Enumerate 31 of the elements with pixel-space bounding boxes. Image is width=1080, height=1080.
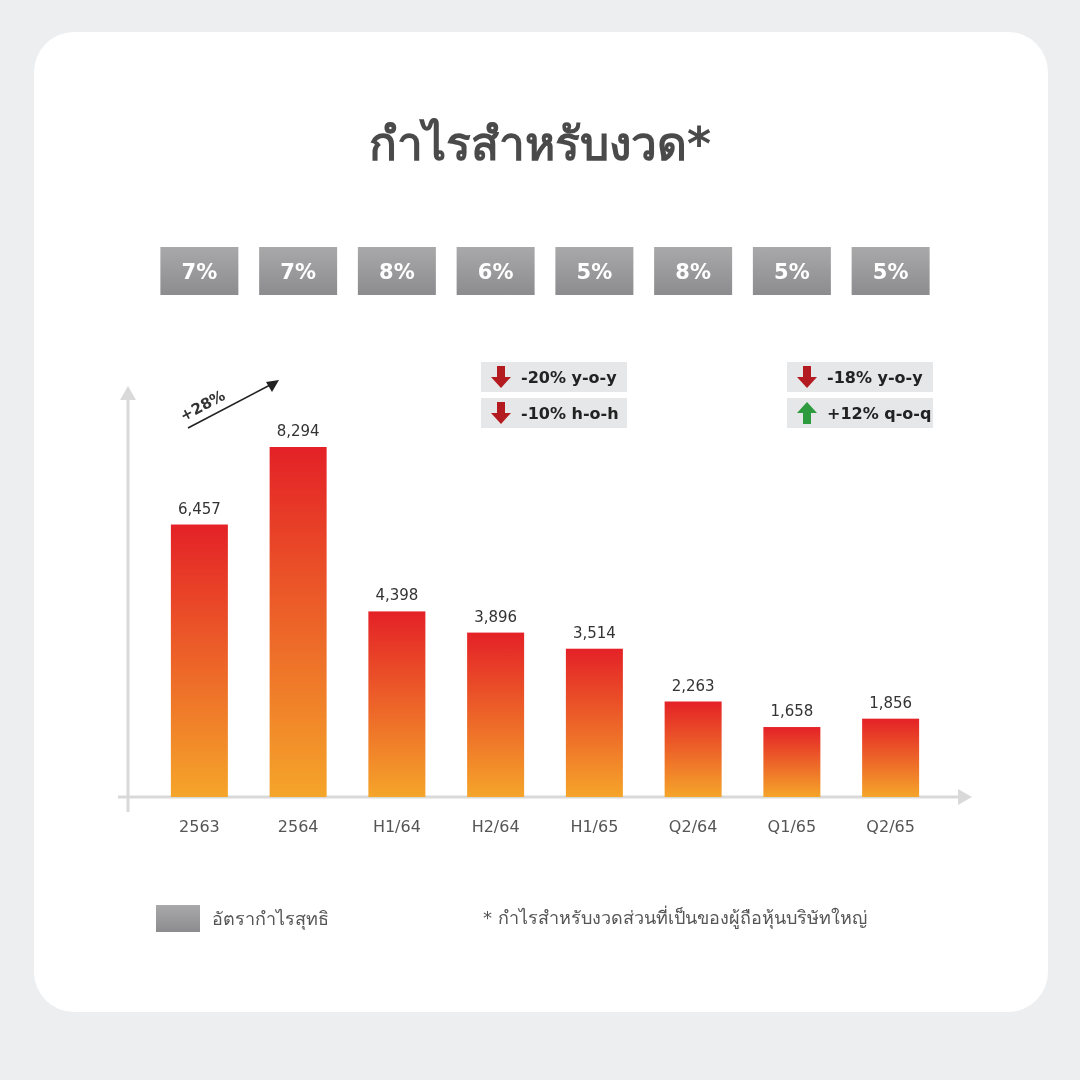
x-tick-label: H1/64 (372, 817, 421, 836)
data-label: 3,896 (474, 607, 518, 626)
text: +12% q-o-q (827, 404, 932, 423)
text: อัตรากำไรสุทธิ (212, 908, 329, 930)
x-tick-label: H1/65 (570, 817, 619, 836)
text: 5% (576, 260, 613, 284)
text: 5% (872, 260, 909, 284)
chart-title: กำไรสำหรับงวด* (368, 117, 712, 171)
text: * กำไรสำหรับงวดส่วนที่เป็นของผู้ถือหุ้นบริษัทใหญ่ (483, 905, 867, 929)
data-label: 1,658 (770, 702, 814, 721)
text: 8% (675, 260, 711, 284)
x-tick-label: Q2/64 (668, 817, 718, 836)
text: 7% (280, 260, 316, 284)
data-label: 6,457 (177, 499, 221, 518)
text: 6% (477, 260, 514, 284)
x-tick-label: Q1/65 (767, 817, 817, 836)
x-tick-label: 2563 (179, 817, 220, 836)
data-label: 4,398 (375, 586, 419, 605)
data-label: 8,294 (276, 422, 320, 440)
data-label: 1,856 (869, 693, 913, 712)
text: 5% (774, 260, 810, 284)
text: 8% (379, 260, 415, 284)
data-label: 3,514 (572, 623, 616, 642)
x-tick-label: 2564 (277, 817, 319, 836)
x-tick-label: Q2/65 (866, 817, 915, 836)
data-label: 2,263 (671, 676, 715, 695)
text: 7% (181, 260, 218, 284)
x-tick-label: H2/64 (471, 817, 520, 836)
text: -18% y-o-y (827, 368, 924, 387)
text: -10% h-o-h (521, 404, 619, 423)
text: -20% y-o-y (521, 368, 618, 387)
